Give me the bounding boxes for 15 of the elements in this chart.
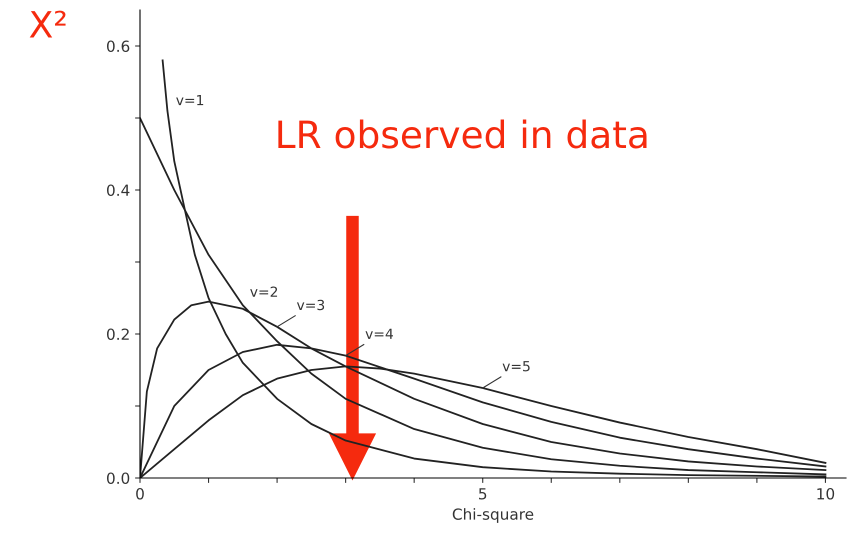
series-label: v=2	[250, 286, 278, 297]
series-label: v=1	[176, 95, 204, 106]
x-tick-label: 0	[136, 488, 144, 500]
x-tick-label: 10	[817, 488, 834, 500]
y-tick-label: 0.4	[106, 184, 130, 196]
y-tick-label: 0.2	[106, 328, 129, 340]
x-axis-title: Chi-square	[452, 508, 534, 523]
series-label: v=4	[365, 328, 393, 339]
series-label: v=3	[296, 300, 324, 310]
series-label: v=5	[502, 361, 530, 372]
y-axis-title: Χ²	[30, 10, 66, 38]
y-tick-label: 0.6	[106, 40, 130, 52]
y-tick-label: 0.0	[106, 472, 130, 484]
ref-line-label: LR observed in data	[278, 119, 647, 149]
x-tick-label: 5	[479, 488, 486, 500]
